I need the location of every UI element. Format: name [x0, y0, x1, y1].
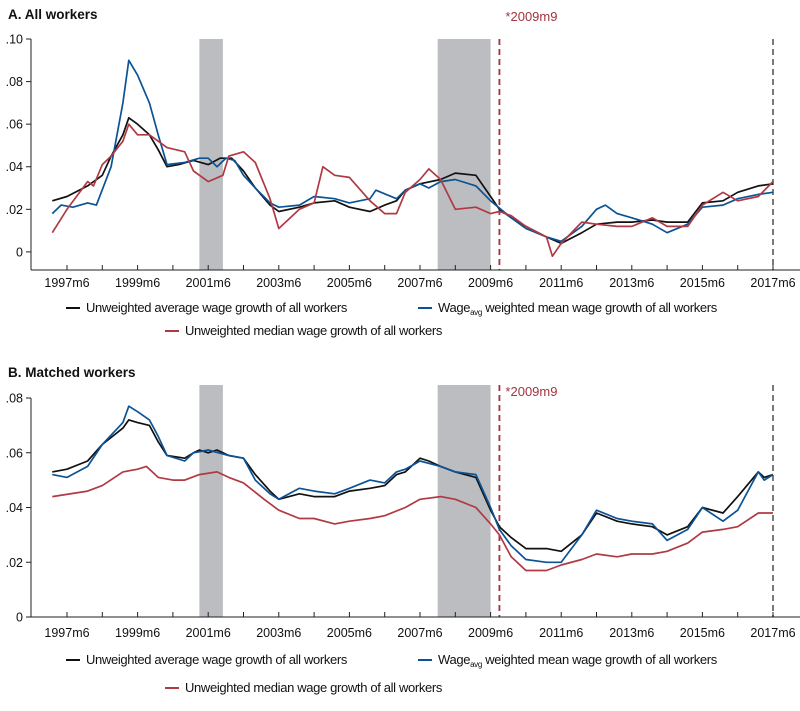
y-tick-label: .04 — [6, 160, 23, 174]
legend: Unweighted average wage growth of all wo… — [66, 652, 718, 695]
y-tick-label: .04 — [6, 501, 23, 515]
x-tick-label: 2017m6 — [750, 276, 795, 290]
x-tick-label: 2009m6 — [468, 626, 513, 640]
x-tick-label: 2017m6 — [750, 626, 795, 640]
x-tick-label: 2001m6 — [186, 276, 231, 290]
y-tick-label: 0 — [16, 611, 23, 625]
y-tick-label: .02 — [6, 556, 23, 570]
legend-label: Unweighted median wage growth of all wor… — [185, 680, 443, 695]
y-tick-label: .08 — [6, 75, 23, 89]
y-tick-label: .06 — [6, 118, 23, 132]
y-tick-label: .10 — [6, 33, 23, 47]
recession-shading — [199, 385, 223, 617]
legend-label: Unweighted average wage growth of all wo… — [86, 300, 348, 315]
x-tick-label: 2013m6 — [609, 276, 654, 290]
x-tick-label: 1999m6 — [115, 626, 160, 640]
legend-label: Wageavg weighted mean wage growth of all… — [438, 652, 718, 669]
recession-shading — [199, 39, 223, 270]
panel-matched-workers: B. Matched workers *2009m9 0 .02 .04 .06 .08 19… — [6, 365, 800, 695]
x-tick-label: 2003m6 — [256, 626, 301, 640]
series-line-0 — [52, 419, 774, 553]
y-tick-label: .06 — [6, 446, 23, 460]
legend-label: Wageavg weighted mean wage growth of all… — [438, 300, 718, 317]
x-tick-label: 2005m6 — [327, 276, 372, 290]
x-tick-label: 2007m6 — [397, 276, 442, 290]
recession-shading — [437, 39, 491, 270]
legend: Unweighted average wage growth of all wo… — [66, 300, 718, 338]
x-tick-label: 2007m6 — [397, 626, 442, 640]
panel-all-workers: A. All workers *2009m9 0 .02 .04 .06 .08 .10 199… — [6, 7, 800, 338]
x-tick-label: 2015m6 — [680, 626, 725, 640]
series-line-2 — [52, 465, 773, 572]
y-tick-label: 0 — [16, 245, 23, 259]
x-tick-label: 1997m6 — [44, 626, 89, 640]
series-line-1 — [52, 405, 774, 564]
x-tick-label: 2015m6 — [680, 276, 725, 290]
x-tick-label: 2013m6 — [609, 626, 654, 640]
y-tick-label: .08 — [6, 392, 23, 406]
panel-title: A. All workers — [8, 7, 98, 22]
series-line-2 — [51, 123, 774, 258]
x-tick-label: 2009m6 — [468, 276, 513, 290]
recession-shading — [437, 385, 491, 617]
x-tick-label: 1999m6 — [115, 276, 160, 290]
y-tick-label: .02 — [6, 203, 23, 217]
x-tick-label: 2003m6 — [256, 276, 301, 290]
x-tick-label: 2011m6 — [539, 626, 583, 640]
reference-line-label: *2009m9 — [505, 384, 557, 399]
legend-label: Unweighted average wage growth of all wo… — [86, 652, 348, 667]
panel-title: B. Matched workers — [8, 365, 136, 380]
series-line-1 — [51, 59, 774, 243]
legend-label: Unweighted median wage growth of all wor… — [185, 323, 443, 338]
reference-line-label: *2009m9 — [505, 9, 557, 24]
x-tick-label: 2001m6 — [186, 626, 231, 640]
x-tick-label: 1997m6 — [44, 276, 89, 290]
x-tick-label: 2005m6 — [327, 626, 372, 640]
x-tick-label: 2011m6 — [539, 276, 583, 290]
